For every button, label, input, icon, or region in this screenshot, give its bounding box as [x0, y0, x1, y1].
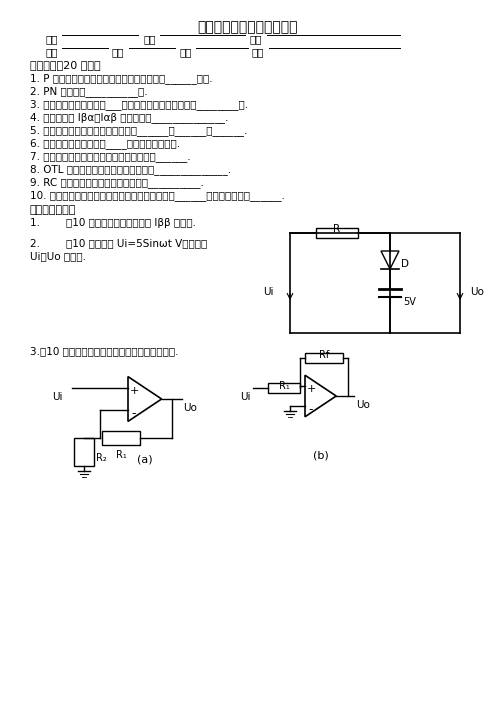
Text: 1. P 型半导体是在本征半导体的基础上掺入了______元素.: 1. P 型半导体是在本征半导体的基础上掺入了______元素. — [30, 73, 213, 84]
Text: 8. OTL 功放电路的输出端电容的作用是______________.: 8. OTL 功放电路的输出端电容的作用是______________. — [30, 164, 231, 175]
Bar — [102, 431, 140, 445]
Bar — [316, 228, 358, 238]
Text: 2.        （10 分）已知 Ui=5Sinωt V，试绘出: 2. （10 分）已知 Ui=5Sinωt V，试绘出 — [30, 238, 207, 248]
Text: Ui: Ui — [52, 392, 62, 402]
Text: (b): (b) — [312, 450, 328, 460]
Text: Rf: Rf — [319, 350, 329, 360]
Text: R: R — [333, 224, 341, 234]
Text: 5. 绝缘栅型场效应管的三个极分别是______、______、______.: 5. 绝缘栅型场效应管的三个极分别是______、______、______. — [30, 125, 248, 136]
Text: Uo: Uo — [356, 400, 370, 410]
Text: 9. RC 振荡电路产生自激的幅频条件是__________.: 9. RC 振荡电路产生自激的幅频条件是__________. — [30, 177, 204, 188]
Text: 3. 晶体管的输出特性分为___个区，模拟电子线路工作在________区.: 3. 晶体管的输出特性分为___个区，模拟电子线路工作在________区. — [30, 99, 248, 110]
Text: 成绩: 成绩 — [250, 34, 262, 44]
Text: 1.        （10 分）试绘出测量晶体管 Iββ 的电路.: 1. （10 分）试绘出测量晶体管 Iββ 的电路. — [30, 218, 196, 228]
Text: 日期: 日期 — [252, 47, 264, 57]
Text: 6. 放大电路的输出电阻越____，带负载能力越强.: 6. 放大电路的输出电阻越____，带负载能力越强. — [30, 138, 180, 149]
Text: 5V: 5V — [403, 297, 416, 307]
Bar — [305, 353, 343, 363]
Text: D: D — [401, 259, 409, 269]
Text: R₂: R₂ — [96, 453, 107, 463]
Text: -: - — [309, 403, 313, 416]
Text: 院系: 院系 — [45, 34, 58, 44]
Text: 一、填空（20 分）：: 一、填空（20 分）： — [30, 60, 101, 70]
Bar — [74, 438, 94, 466]
Text: +: + — [307, 383, 315, 394]
Text: (a): (a) — [137, 455, 153, 465]
Text: 学号: 学号 — [112, 47, 124, 57]
Text: 苏州大学模拟电路课程试卷: 苏州大学模拟电路课程试卷 — [198, 20, 298, 34]
Text: 年级: 年级 — [45, 47, 58, 57]
Text: 7. 对信号而言，射极输出器放大的是信号的______.: 7. 对信号而言，射极输出器放大的是信号的______. — [30, 151, 190, 162]
Text: Ui、Uo 的波形.: Ui、Uo 的波形. — [30, 251, 86, 261]
Text: 3.（10 分）电路如图，是判断其反馈极性及类型.: 3.（10 分）电路如图，是判断其反馈极性及类型. — [30, 346, 179, 356]
Text: 2. PN 结又称为__________区.: 2. PN 结又称为__________区. — [30, 86, 148, 97]
Text: -: - — [132, 406, 136, 420]
Text: Ui: Ui — [241, 392, 251, 402]
Bar — [268, 383, 300, 393]
Text: 姓名: 姓名 — [179, 47, 191, 57]
Text: Uo: Uo — [184, 403, 197, 413]
Text: 10. 单相半波整流电路二极管上的最大反向电压是______，桥式整流的是______.: 10. 单相半波整流电路二极管上的最大反向电压是______，桥式整流的是___… — [30, 190, 285, 201]
Text: 专业: 专业 — [143, 34, 156, 44]
Text: Ui: Ui — [263, 287, 273, 297]
Text: +: + — [129, 386, 139, 396]
Text: Uo: Uo — [470, 287, 484, 297]
Text: R₁: R₁ — [279, 381, 289, 391]
Text: 4. 晶体管参数 Iβα、Iαβ 的关系式是______________.: 4. 晶体管参数 Iβα、Iαβ 的关系式是______________. — [30, 112, 228, 123]
Text: R₁: R₁ — [116, 450, 126, 461]
Text: 二、分析计算：: 二、分析计算： — [30, 205, 76, 215]
